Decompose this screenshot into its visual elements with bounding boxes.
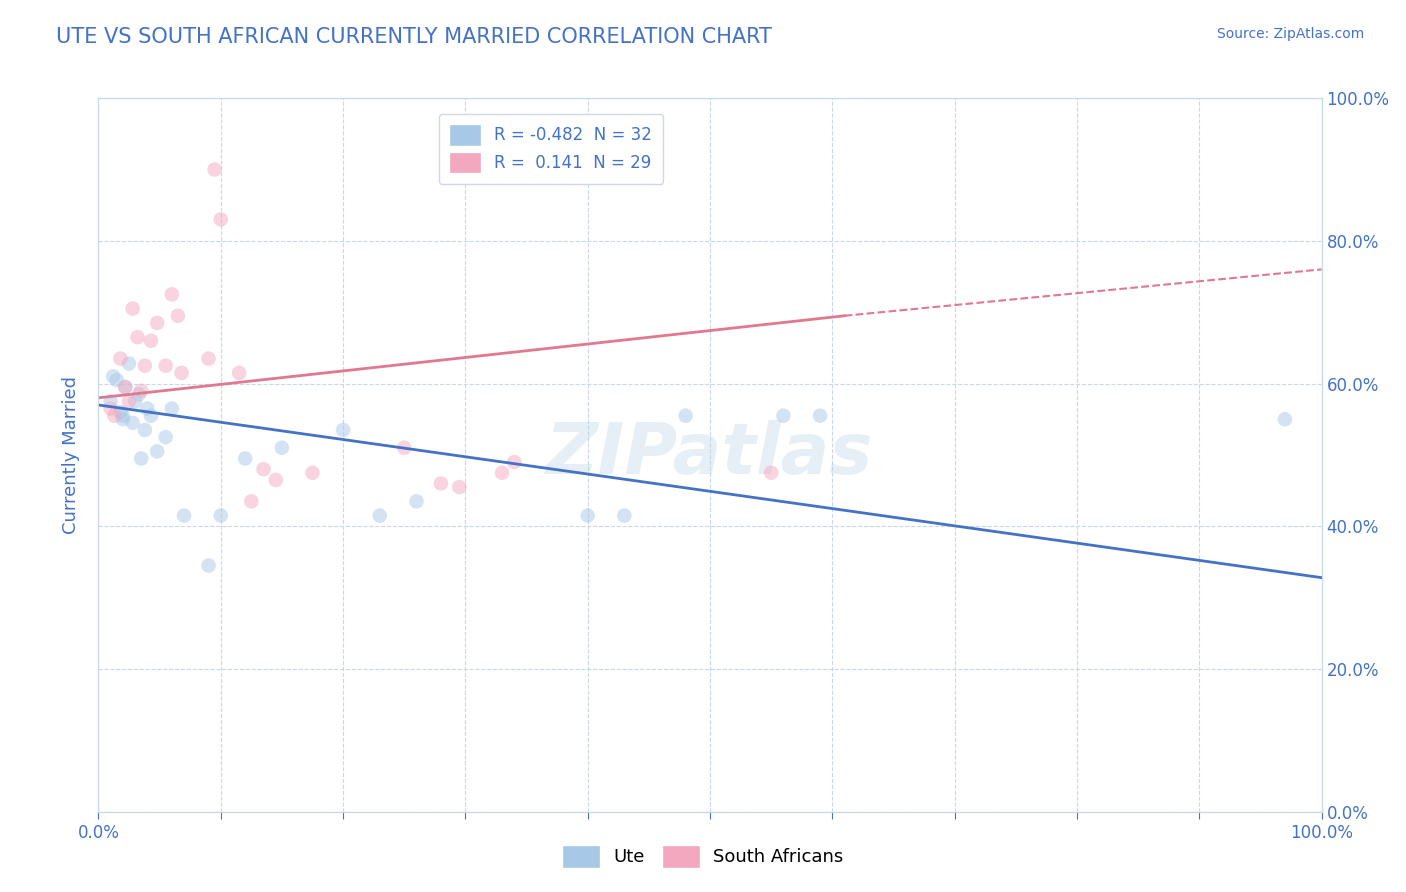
Point xyxy=(209,508,232,523)
Point xyxy=(111,412,134,426)
Point xyxy=(103,409,125,423)
Point xyxy=(197,558,219,573)
Point xyxy=(146,316,169,330)
Point xyxy=(240,494,263,508)
Point xyxy=(114,380,136,394)
Point xyxy=(228,366,250,380)
Point xyxy=(430,476,453,491)
Point xyxy=(405,494,427,508)
Point xyxy=(129,384,152,398)
Point xyxy=(139,334,162,348)
Point xyxy=(491,466,513,480)
Point xyxy=(155,359,177,373)
Text: Source: ZipAtlas.com: Source: ZipAtlas.com xyxy=(1216,27,1364,41)
Point xyxy=(503,455,526,469)
Point xyxy=(118,357,141,371)
Point xyxy=(127,330,149,344)
Point xyxy=(124,394,146,409)
Point xyxy=(761,466,783,480)
Point xyxy=(252,462,274,476)
Point xyxy=(160,401,183,416)
Point xyxy=(332,423,354,437)
Point xyxy=(114,380,136,394)
Text: ZIPatlas: ZIPatlas xyxy=(547,420,873,490)
Legend: Ute, South Africans: Ute, South Africans xyxy=(555,838,851,874)
Point xyxy=(264,473,287,487)
Point xyxy=(160,287,183,301)
Point xyxy=(772,409,794,423)
Point xyxy=(233,451,256,466)
Point xyxy=(101,369,124,384)
Point xyxy=(105,373,128,387)
Point xyxy=(100,394,122,409)
Point xyxy=(392,441,416,455)
Point xyxy=(110,351,132,366)
Point xyxy=(197,351,219,366)
Point xyxy=(155,430,177,444)
Point xyxy=(139,409,162,423)
Point xyxy=(111,409,134,423)
Text: UTE VS SOUTH AFRICAN CURRENTLY MARRIED CORRELATION CHART: UTE VS SOUTH AFRICAN CURRENTLY MARRIED C… xyxy=(56,27,772,46)
Point xyxy=(146,444,169,458)
Point xyxy=(170,366,193,380)
Point xyxy=(270,441,294,455)
Y-axis label: Currently Married: Currently Married xyxy=(62,376,80,534)
Point xyxy=(134,423,156,437)
Point xyxy=(110,405,132,419)
Point xyxy=(128,387,150,401)
Point xyxy=(675,409,697,423)
Point xyxy=(301,466,323,480)
Legend: R = -0.482  N = 32, R =  0.141  N = 29: R = -0.482 N = 32, R = 0.141 N = 29 xyxy=(439,113,664,184)
Point xyxy=(136,401,159,416)
Point xyxy=(204,162,226,177)
Point xyxy=(368,508,391,523)
Point xyxy=(134,359,156,373)
Point xyxy=(1274,412,1296,426)
Point xyxy=(167,309,190,323)
Point xyxy=(118,394,141,409)
Point xyxy=(173,508,195,523)
Point xyxy=(613,508,636,523)
Point xyxy=(100,401,122,416)
Point xyxy=(449,480,471,494)
Point xyxy=(129,451,152,466)
Point xyxy=(209,212,232,227)
Point xyxy=(121,416,143,430)
Point xyxy=(576,508,599,523)
Point xyxy=(121,301,143,316)
Point xyxy=(808,409,831,423)
